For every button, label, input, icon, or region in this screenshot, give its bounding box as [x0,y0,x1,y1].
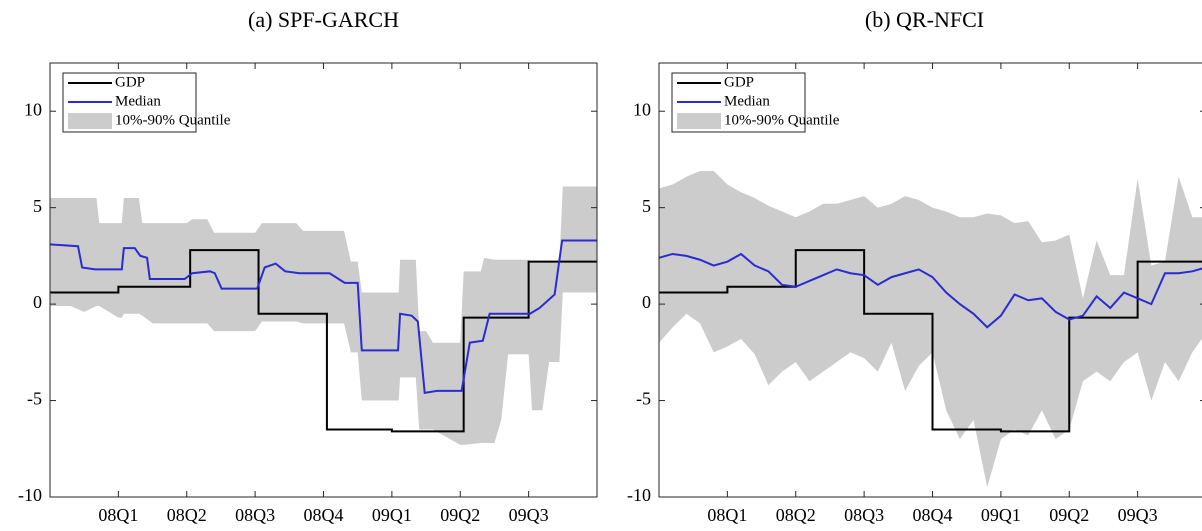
y-tick-label: 10 [633,99,651,119]
legend-swatch [677,113,721,129]
legend-label: 10%-90% Quantile [115,112,231,128]
x-tick-label: 08Q2 [776,505,816,525]
x-tick-label: 08Q1 [98,505,138,525]
legend-label: Median [724,93,770,109]
y-tick-label: 10 [24,99,42,119]
median-line [49,239,597,394]
legend-label: Median [115,93,161,109]
gdp-line [50,249,597,433]
chart-title: (a) SPF-GARCH [248,7,399,32]
y-tick-label: 0 [33,292,42,312]
legend-swatch [68,113,112,129]
x-tick-label: 08Q3 [235,505,275,525]
gdp-line [659,249,1202,433]
x-tick-label: 08Q3 [844,505,884,525]
quantile-band [50,186,597,445]
x-tick-label: 08Q4 [304,505,344,525]
chart-title: (b) QR-NFCI [865,7,984,32]
x-tick-label: 09Q3 [509,505,549,525]
x-tick-label: 09Q2 [1049,505,1089,525]
x-tick-label: 09Q1 [981,505,1021,525]
y-tick-label: 5 [642,196,651,216]
y-tick-label: -10 [627,485,651,505]
x-tick-label: 09Q2 [440,505,480,525]
y-tick-label: -10 [18,485,42,505]
legend-label: 10%-90% Quantile [724,112,840,128]
y-tick-label: 0 [642,292,651,312]
y-tick-label: -5 [27,389,42,409]
y-tick-label: 5 [33,196,42,216]
legend-label: GDP [724,74,754,90]
median-line [658,252,1202,329]
x-tick-label: 08Q1 [707,505,747,525]
x-tick-label: 08Q2 [167,505,207,525]
y-tick-label: -5 [636,389,651,409]
x-tick-label: 09Q3 [1118,505,1158,525]
legend-label: GDP [115,74,145,90]
x-tick-label: 08Q4 [913,505,953,525]
x-tick-label: 09Q1 [372,505,412,525]
